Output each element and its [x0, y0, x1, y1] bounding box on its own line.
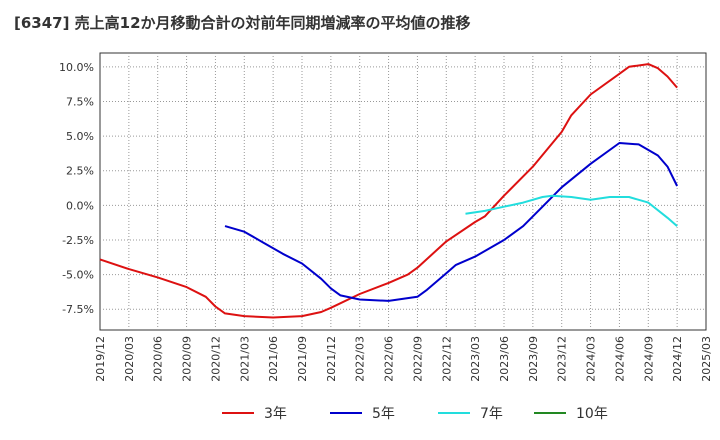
x-tick-label: 2019/12 [94, 336, 107, 382]
x-tick-label: 2024/06 [613, 336, 626, 382]
x-tick-label: 2021/03 [238, 336, 251, 382]
grid-lines [100, 53, 706, 330]
chart-title: [6347] 売上高12か月移動合計の対前年同期増減率の平均値の推移 [14, 14, 471, 32]
y-tick-label: 2.5% [66, 165, 94, 178]
x-tick-label: 2021/12 [325, 336, 338, 382]
legend-label: 10年 [576, 406, 608, 422]
x-tick-label: 2020/12 [209, 336, 222, 382]
x-tick-label: 2023/06 [498, 336, 511, 382]
legend-label: 5年 [372, 406, 395, 422]
x-tick-label: 2022/06 [383, 336, 396, 382]
y-tick-label: 5.0% [66, 130, 94, 143]
x-tick-label: 2023/09 [527, 336, 540, 382]
legend-label: 7年 [480, 406, 503, 422]
x-tick-label: 2022/12 [440, 336, 453, 382]
legend-label: 3年 [264, 406, 287, 422]
x-tick-label: 2020/09 [181, 336, 194, 382]
y-tick-label: -7.5% [62, 303, 94, 316]
x-axis-ticks: 2019/12 2020/03 2020/06 2020/09 2020/12 2021/… [94, 336, 713, 382]
y-tick-label: -2.5% [62, 234, 94, 247]
x-tick-label: 2020/06 [152, 336, 165, 382]
series-lines [99, 63, 678, 319]
y-tick-label: 7.5% [66, 95, 94, 108]
y-tick-label: -5.0% [62, 269, 94, 282]
legend: 3年 5年 7年 10年 [222, 406, 608, 422]
x-tick-label: 2020/03 [123, 336, 136, 382]
y-axis-ticks: 10.0% 7.5% 5.0% 2.5% 0.0% -2.5% -5.0% -7.5% [59, 61, 94, 316]
x-tick-label: 2022/03 [354, 336, 367, 382]
series-line [465, 194, 678, 227]
y-tick-label: 0.0% [66, 199, 94, 212]
x-tick-label: 2024/03 [585, 336, 598, 382]
x-tick-label: 2023/03 [469, 336, 482, 382]
x-tick-label: 2022/09 [411, 336, 424, 382]
series-line [224, 142, 678, 302]
x-tick-label: 2021/06 [267, 336, 280, 382]
x-tick-label: 2023/12 [556, 336, 569, 382]
x-tick-label: 2025/03 [700, 336, 713, 382]
y-tick-label: 10.0% [59, 61, 94, 74]
x-tick-label: 2024/09 [642, 336, 655, 382]
series-line [99, 63, 678, 319]
x-tick-label: 2021/09 [296, 336, 309, 382]
x-tick-label: 2024/12 [671, 336, 684, 382]
plot-background [99, 52, 707, 331]
